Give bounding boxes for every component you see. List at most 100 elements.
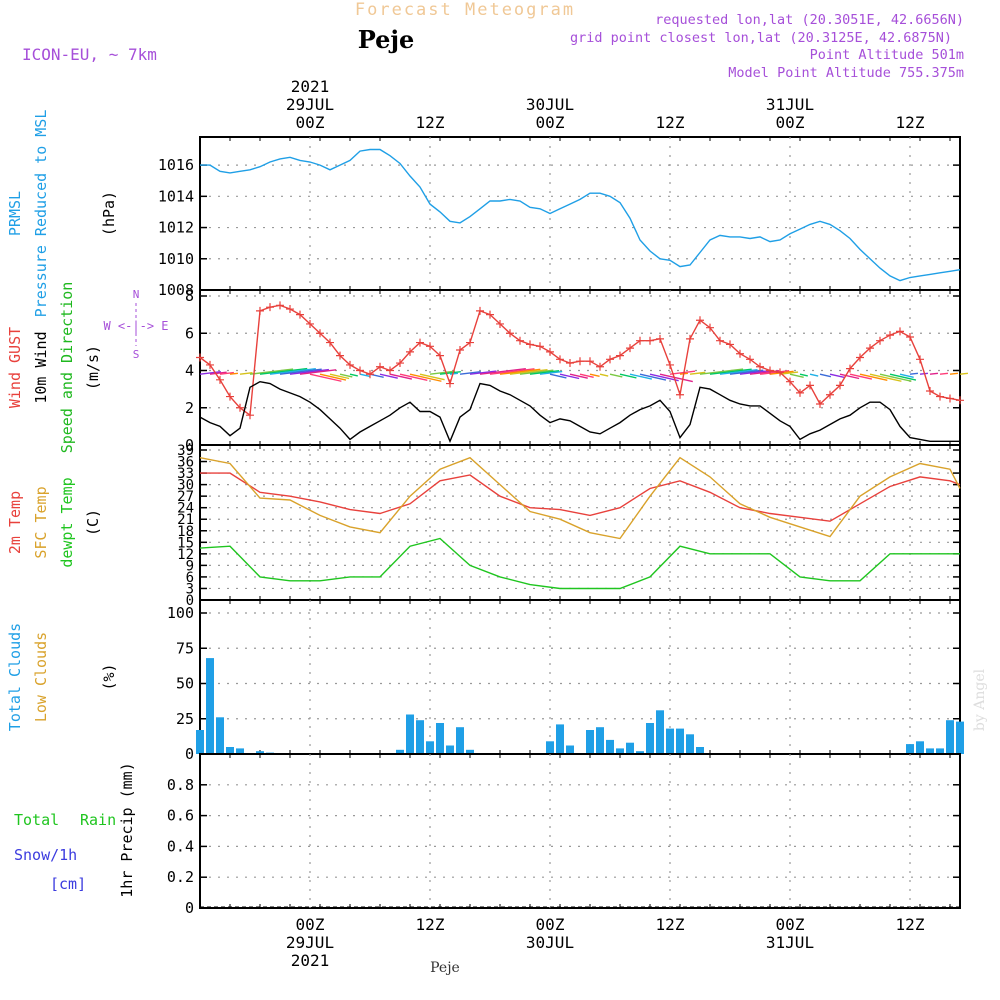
location-name: Peje (358, 25, 415, 54)
y-tick-label: 50 (176, 675, 194, 693)
gust-marker (546, 347, 554, 356)
wind-direction-arrow (829, 373, 846, 379)
y-axis-label: (m/s) (84, 345, 102, 390)
wind-direction-arrow (799, 373, 808, 377)
cloud-bar (586, 730, 594, 754)
gust-marker (636, 336, 644, 345)
wind-direction-arrow (279, 368, 322, 375)
y-tick-label: 1012 (158, 219, 194, 237)
cloud-bar (426, 741, 434, 754)
gust-marker (666, 360, 674, 369)
wind-direction-arrow (489, 368, 535, 375)
gust-marker (346, 360, 354, 369)
gust-marker (886, 331, 894, 340)
cloud-bar (916, 741, 924, 754)
cloud-bar (956, 721, 964, 754)
y-tick-label: 15 (177, 535, 194, 551)
y-tick-label: 0.6 (167, 807, 194, 825)
gust-marker (286, 305, 294, 314)
y-axis-label: Total Clouds (6, 623, 24, 731)
wind-direction-arrow (329, 373, 350, 380)
gust-marker (206, 360, 214, 369)
wind-direction-arrow (729, 369, 764, 375)
requested-coords: requested lon,lat (20.3051E, 42.6656N) (655, 12, 964, 28)
wind-direction-arrow (199, 371, 221, 375)
wind-direction-arrow (719, 369, 758, 375)
bottom-time-label: 00Z (776, 915, 805, 934)
cloud-bar (566, 745, 574, 754)
cloud-bar (466, 749, 474, 754)
wind-direction-arrow (689, 371, 706, 375)
wind-direction-arrow (959, 372, 969, 375)
wind-direction-arrow (419, 373, 445, 381)
y-axis-label: Rain (80, 811, 116, 829)
panel-frame (199, 599, 961, 755)
gust-marker (566, 359, 574, 368)
y-axis-label: dewpt Temp (58, 477, 76, 567)
wind-direction-arrow (289, 368, 330, 375)
gust-marker (296, 310, 304, 319)
cloud-bar (646, 723, 654, 754)
y-tick-label: 0.4 (167, 837, 194, 855)
y-axis-label: (hPa) (100, 191, 118, 236)
bottom-time-label: 12Z (896, 915, 925, 934)
wind-direction-arrow (539, 370, 563, 375)
cloud-bar (616, 748, 624, 754)
bottom-time-label: 12Z (656, 915, 685, 934)
wind-direction-arrow (529, 370, 560, 375)
gust-marker (796, 388, 804, 397)
temp-line-2 (199, 537, 960, 590)
y-tick-label: 0 (186, 593, 194, 609)
cloud-bar (256, 751, 264, 754)
gust-marker (626, 344, 634, 353)
gust-marker (486, 310, 494, 319)
y-tick-label: 75 (176, 639, 194, 657)
top-time-label: 00Z (536, 113, 565, 132)
bottom-time-label: 12Z (416, 915, 445, 934)
model-altitude: Model Point Altitude 755.375m (728, 65, 964, 81)
gust-marker (656, 334, 664, 343)
cloud-bar (216, 717, 224, 754)
gust-marker (736, 349, 744, 358)
gust-marker (426, 342, 434, 351)
wind-direction-arrow (379, 373, 398, 379)
gust-marker (876, 336, 884, 345)
gust-marker (896, 327, 904, 336)
y-tick-label: 2 (185, 399, 194, 417)
gust-marker (456, 346, 464, 355)
grid-coords: grid point closest lon,lat (20.3125E, 42… (570, 30, 952, 46)
bottom-time-label: 00Z (296, 915, 325, 934)
y-axis-label: Snow/1h (14, 846, 77, 864)
gust-marker (466, 338, 474, 347)
gust-marker (596, 362, 604, 371)
footer-location: Peje (430, 960, 460, 976)
wind-direction-arrow (889, 373, 917, 381)
wind-direction-arrow (849, 373, 873, 380)
wind-direction-arrow (869, 373, 902, 382)
cloud-bar (666, 728, 674, 754)
wind-direction-arrow (579, 373, 594, 378)
y-axis-label: (C) (84, 509, 102, 536)
point-altitude: Point Altitude 501m (810, 47, 964, 63)
y-axis-label: PRMSL (6, 191, 24, 236)
gust-marker (946, 394, 954, 403)
cloud-bar (236, 748, 244, 754)
gust-marker (866, 344, 874, 353)
top-time-label: 12Z (896, 113, 925, 132)
wind-direction-arrow (509, 369, 548, 375)
wind-direction-arrow (249, 368, 294, 375)
y-tick-label: 30 (177, 478, 194, 494)
y-axis-label: Low Clouds (32, 632, 50, 722)
wind-direction-arrow (549, 373, 567, 379)
cloud-bar (606, 739, 614, 754)
gust-marker (476, 306, 484, 315)
y-axis-label: 2m Temp (6, 491, 24, 554)
gust-marker (716, 336, 724, 345)
gust-marker (856, 353, 864, 362)
wind-direction-arrow (399, 373, 428, 382)
top-date-label: 31JUL (766, 95, 814, 114)
wind-direction-arrow (269, 367, 316, 375)
wind-direction-arrow (219, 371, 234, 375)
gust-marker (676, 390, 684, 399)
